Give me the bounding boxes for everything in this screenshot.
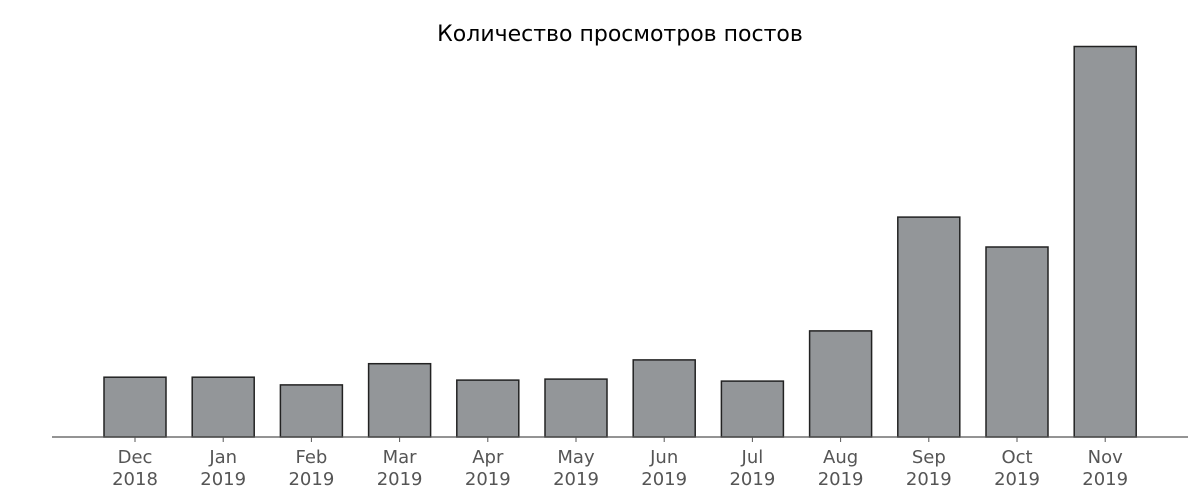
bars-layer	[103, 45, 1137, 438]
x-tick-label-month: Jul	[741, 447, 764, 468]
x-tick-label-year: 2019	[641, 469, 687, 490]
x-tick-label-month: Oct	[1001, 447, 1032, 468]
bar-mar-2019	[367, 362, 432, 438]
bar-jul-2019	[720, 380, 785, 438]
bar-aug-2019	[808, 330, 873, 438]
x-tick-label-year: 2019	[553, 469, 599, 490]
x-tick-label-year: 2019	[906, 469, 952, 490]
bar-jun-2019	[632, 359, 696, 438]
x-tick-label-year: 2019	[1082, 469, 1128, 490]
x-tick-label-year: 2019	[729, 469, 775, 490]
bar-oct-2019	[985, 246, 1049, 438]
x-tick-label-year: 2019	[994, 469, 1040, 490]
x-tick-label-month: Jan	[208, 447, 237, 468]
bar-apr-2019	[456, 379, 520, 438]
x-tick-label-month: Nov	[1088, 447, 1123, 468]
x-tick-label-year: 2018	[112, 469, 158, 490]
bar-may-2019	[544, 378, 608, 438]
bar-dec-2018	[103, 376, 167, 438]
chart-title: Количество просмотров постов	[437, 22, 803, 47]
x-tick-labels: Dec2018Jan2019Feb2019Mar2019Apr2019May20…	[112, 437, 1128, 490]
x-tick-label-month: Feb	[295, 447, 327, 468]
bar-feb-2019	[279, 384, 344, 438]
bar-sep-2019	[897, 216, 961, 438]
x-tick-label-month: Apr	[472, 447, 504, 468]
x-tick-label-month: Aug	[823, 447, 858, 468]
x-tick-label-month: Jun	[649, 447, 678, 468]
x-tick-label-year: 2019	[288, 469, 334, 490]
x-tick-label-year: 2019	[465, 469, 511, 490]
bar-jan-2019	[191, 376, 255, 438]
x-tick-label-month: May	[557, 447, 595, 468]
x-tick-label-month: Sep	[912, 447, 946, 468]
x-tick-label-month: Dec	[118, 447, 153, 468]
x-tick-label-year: 2019	[377, 469, 423, 490]
x-tick-label-year: 2019	[818, 469, 864, 490]
bar-nov-2019	[1073, 45, 1137, 438]
x-tick-label-year: 2019	[200, 469, 246, 490]
x-tick-label-month: Mar	[383, 447, 418, 468]
